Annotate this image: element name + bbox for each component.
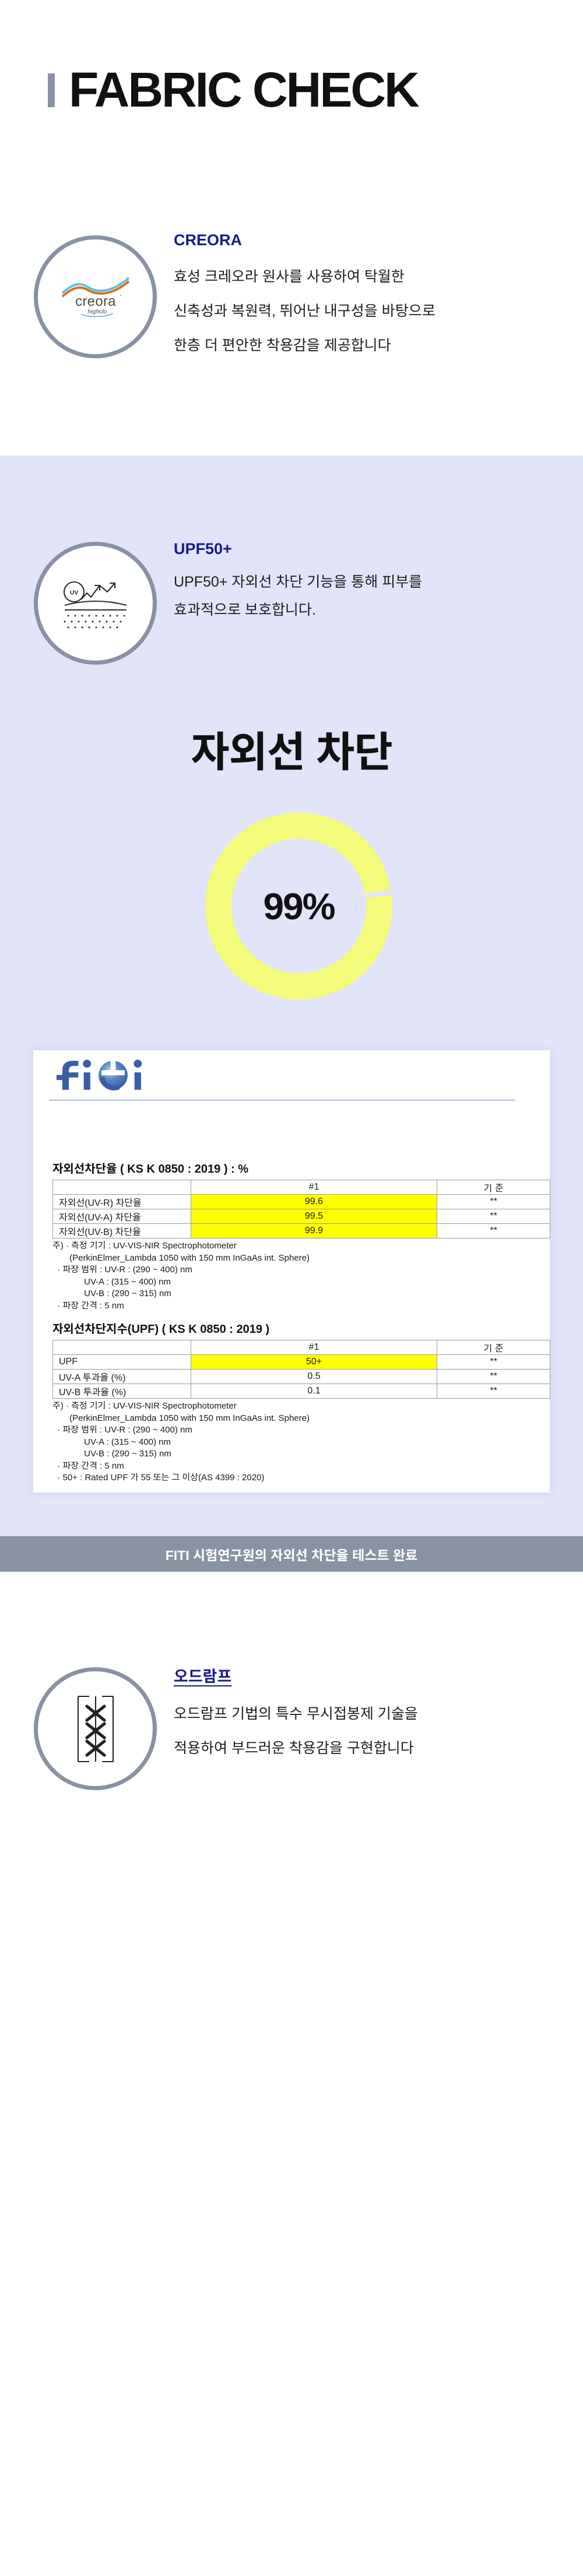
svg-text:UV: UV [69, 589, 78, 596]
svg-text:highclo: highclo [87, 308, 107, 315]
svg-text:': ' [120, 294, 121, 301]
svg-text:creora: creora [75, 294, 116, 309]
